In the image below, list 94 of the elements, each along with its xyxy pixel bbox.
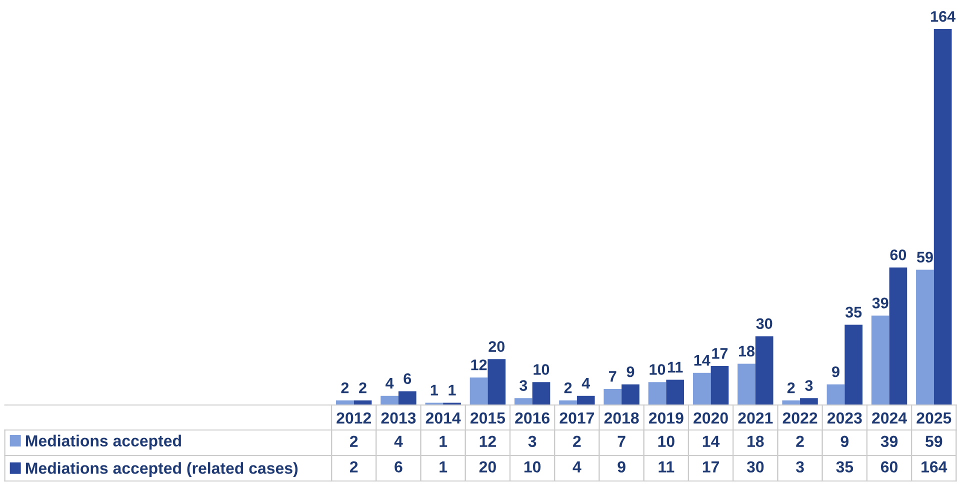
legend-label: Mediations accepted (related cases) xyxy=(26,462,298,478)
data-label: 2 xyxy=(573,436,581,447)
data-label: 4 xyxy=(394,436,403,447)
data-label: 59 xyxy=(916,252,933,263)
data-label: 10 xyxy=(534,364,550,375)
data-label: 9 xyxy=(832,366,840,378)
data-label: 1 xyxy=(440,461,448,472)
bar xyxy=(889,267,908,405)
data-label: 20 xyxy=(488,341,504,352)
data-label: 17 xyxy=(702,461,719,472)
bar xyxy=(576,396,595,405)
data-label: 10 xyxy=(650,364,666,375)
bar xyxy=(398,391,416,405)
bar xyxy=(916,270,934,405)
data-label: 9 xyxy=(840,436,848,448)
x-tick-label: 2017 xyxy=(560,412,594,424)
data-label: 11 xyxy=(668,362,683,372)
data-label: 2 xyxy=(350,436,358,447)
x-tick-label: 2018 xyxy=(604,412,639,424)
data-label: 60 xyxy=(890,249,906,260)
bar xyxy=(871,316,890,405)
data-label: 18 xyxy=(748,436,764,448)
bar xyxy=(648,382,666,405)
data-label: 3 xyxy=(520,380,528,391)
x-tick-label: 2012 xyxy=(336,412,371,424)
data-label: 9 xyxy=(626,366,634,378)
x-tick-label: 2024 xyxy=(872,412,907,424)
x-tick-label: 2019 xyxy=(648,412,684,424)
x-tick-label: 2020 xyxy=(694,412,728,424)
data-label: 10 xyxy=(658,436,674,448)
bar xyxy=(622,384,640,405)
data-label: 4 xyxy=(386,378,394,388)
data-label: 14 xyxy=(694,355,710,366)
x-tick-label: 2021 xyxy=(738,412,773,424)
data-label: 2 xyxy=(359,382,366,394)
data-label: 3 xyxy=(796,461,804,473)
x-tick-label: 2014 xyxy=(426,412,461,424)
legend-label: Mediations accepted xyxy=(26,434,181,450)
data-label: 1 xyxy=(440,436,448,447)
x-tick-label: 2016 xyxy=(515,412,550,424)
data-label: 6 xyxy=(394,461,402,473)
data-label: 2 xyxy=(787,382,795,394)
bar xyxy=(532,382,550,405)
bar xyxy=(666,380,684,405)
data-label: 2 xyxy=(341,382,349,394)
data-label: 30 xyxy=(756,318,772,330)
data-label: 4 xyxy=(582,378,590,388)
data-label: 7 xyxy=(609,371,616,382)
bar xyxy=(738,364,756,405)
data-label: 59 xyxy=(925,436,942,448)
data-label: 39 xyxy=(880,436,898,448)
data-label: 2 xyxy=(350,461,358,472)
bar xyxy=(844,324,862,405)
bar xyxy=(800,398,818,405)
bar xyxy=(470,377,488,405)
data-label: 18 xyxy=(738,346,755,357)
bar xyxy=(488,359,506,405)
x-tick-label: 2015 xyxy=(470,412,506,424)
data-label: 3 xyxy=(805,380,813,391)
data-label: 12 xyxy=(471,359,487,370)
bar xyxy=(710,366,729,405)
data-label: 1 xyxy=(430,384,438,396)
x-tick-label: 2023 xyxy=(827,412,862,424)
data-label: 39 xyxy=(872,298,888,308)
bar xyxy=(380,396,398,405)
data-label: 17 xyxy=(712,348,728,359)
data-label: 2 xyxy=(796,436,804,447)
data-label: 14 xyxy=(702,436,720,447)
data-label: 60 xyxy=(880,461,898,473)
data-label: 1 xyxy=(448,384,456,396)
data-label: 4 xyxy=(572,461,582,472)
data-label: 6 xyxy=(404,373,412,384)
data-label: 9 xyxy=(618,461,626,473)
x-tick-label: 2013 xyxy=(381,412,416,424)
data-label: 10 xyxy=(524,461,541,473)
x-tick-label: 2025 xyxy=(916,412,952,424)
x-tick-label: 2022 xyxy=(782,412,818,424)
bar xyxy=(604,388,622,405)
data-label: 35 xyxy=(845,306,862,318)
data-label: 20 xyxy=(479,461,496,473)
data-label: 11 xyxy=(658,461,674,472)
data-label: 3 xyxy=(528,436,536,448)
bar xyxy=(755,336,774,405)
bar xyxy=(692,372,711,405)
data-label: 2 xyxy=(564,382,572,394)
data-label: 164 xyxy=(922,461,948,473)
data-label: 164 xyxy=(931,11,956,22)
data-label: 12 xyxy=(480,436,496,447)
bar xyxy=(514,398,532,405)
data-label: 35 xyxy=(836,461,854,473)
bar xyxy=(934,29,952,405)
data-label: 30 xyxy=(746,461,764,473)
bar xyxy=(826,384,845,405)
data-label: 7 xyxy=(618,436,626,447)
